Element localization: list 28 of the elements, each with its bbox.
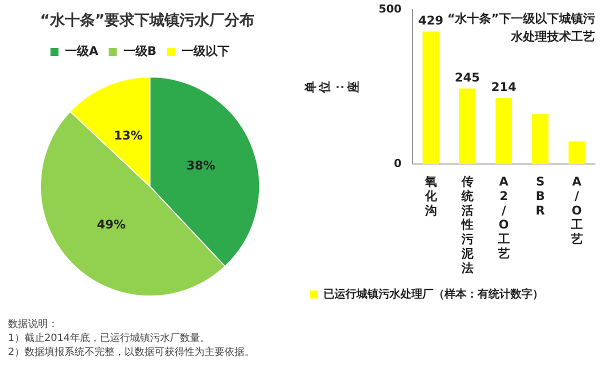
bar xyxy=(532,114,548,164)
bar xyxy=(496,98,512,164)
y-tick-label: 0 xyxy=(394,157,402,170)
bar xyxy=(459,88,476,164)
chart-title: “水十条”要求下城镇污水厂分布 xyxy=(40,10,255,29)
legend-label: 一级B xyxy=(123,44,156,58)
data-label: 214 xyxy=(491,80,516,94)
data-label: 245 xyxy=(454,70,480,85)
x-tick-label: A/O工艺 xyxy=(570,174,583,246)
text: “水十条”下一级以下城镇污水处理技术工艺 xyxy=(447,12,595,44)
x-tick-label: 传统活性污泥法 xyxy=(460,174,474,275)
y-axis-title: 单位：座 xyxy=(303,80,361,94)
data-label: 429 xyxy=(418,14,444,28)
legend-label: 一级A xyxy=(65,44,99,58)
bar xyxy=(422,32,440,164)
bar xyxy=(568,141,585,164)
legend-label: 已运行城镇污水处理厂（样本：有统计数字） xyxy=(324,287,544,300)
x-tick-label: A2/O工艺 xyxy=(496,174,510,261)
data-label: 49% xyxy=(96,217,126,232)
data-label: 38% xyxy=(186,158,216,172)
text: 1）截止2014年底，已运行城镇污水厂数量。 xyxy=(8,332,211,346)
x-tick-label: SBR xyxy=(536,174,545,218)
legend-label: 一级以下 xyxy=(181,44,230,58)
x-tick-label: 氧化沟 xyxy=(424,174,438,218)
text: 2）数据填报系统不完整，以数据可获得性为主要依据。 xyxy=(8,346,254,360)
text: 数据说明： xyxy=(8,318,59,332)
y-tick-label: 500 xyxy=(378,2,402,16)
data-label: 13% xyxy=(114,128,143,142)
